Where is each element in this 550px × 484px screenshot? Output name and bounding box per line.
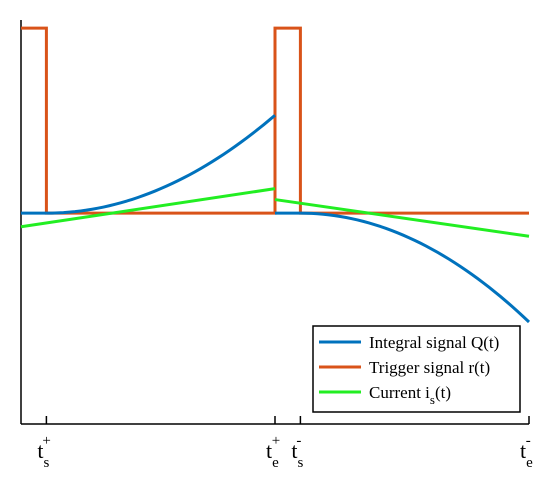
trigger-signal-line [21, 26, 529, 215]
integral-signal-line-segment [46, 114, 276, 215]
legend-box [312, 325, 521, 413]
legend-label: Trigger signal r(t) [369, 358, 490, 377]
legend: Integral signal Q(t) Trigger signal r(t) C… [312, 325, 521, 413]
integral-signal-line [21, 114, 531, 324]
x-tick-label: ts- [291, 433, 303, 471]
series-layer [20, 26, 531, 324]
legend-label: Current is(t) [369, 383, 451, 407]
x-tick-label: te+ [266, 433, 280, 471]
x-tick-label: te- [520, 433, 533, 471]
x-tick-label: ts+ [37, 433, 50, 471]
trigger-signal-line-path [21, 26, 529, 215]
x-ticks: ts+ te+ ts-te- [37, 416, 533, 471]
current-line [20, 187, 530, 238]
legend-label: Integral signal Q(t) [369, 333, 499, 352]
current-line-segment [274, 198, 530, 238]
current-line-segment [20, 187, 276, 229]
integral-signal-line-segment [300, 211, 531, 324]
